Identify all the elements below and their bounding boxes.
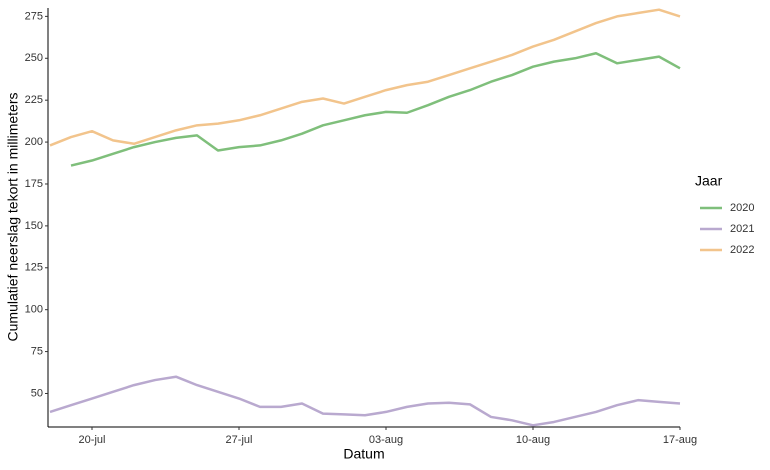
y-tick-label: 225 (25, 94, 43, 106)
y-tick-label: 275 (25, 10, 43, 22)
x-tick-label: 20-jul (79, 434, 106, 446)
y-tick-label: 150 (25, 220, 43, 232)
series-line (49, 375, 681, 427)
legend-label: 2022 (730, 244, 754, 256)
x-axis-title: Datum (343, 446, 384, 462)
x-tick-label: 03-aug (369, 434, 403, 446)
y-tick-label: 50 (31, 387, 43, 399)
y-axis-title: Cumulatief neerslag tekort in millimeter… (5, 93, 21, 342)
y-tick-label: 250 (25, 52, 43, 64)
y-tick-label: 75 (31, 345, 43, 357)
y-tick-label: 100 (25, 304, 43, 316)
series-line (49, 8, 681, 147)
x-tick-label: 17-aug (663, 434, 697, 446)
y-tick-label: 175 (25, 178, 43, 190)
legend-label: 2021 (730, 223, 754, 235)
legend-title: Jaar (695, 173, 723, 189)
x-tick-label: 27-jul (226, 434, 253, 446)
legend-label: 2020 (730, 202, 754, 214)
series-line (70, 52, 681, 167)
y-tick-label: 200 (25, 136, 43, 148)
x-tick-label: 10-aug (516, 434, 550, 446)
y-tick-label: 125 (25, 262, 43, 274)
